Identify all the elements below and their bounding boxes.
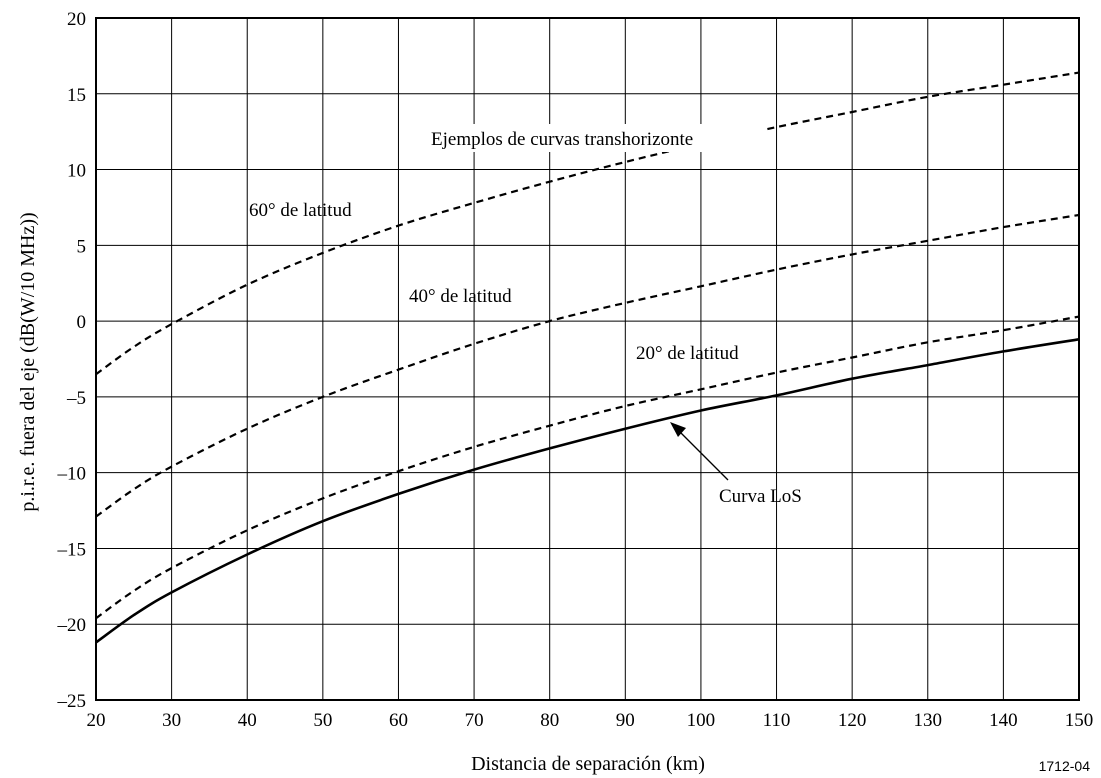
series-line-3 xyxy=(95,338,1080,644)
los-arrow-head xyxy=(670,422,686,437)
y-axis-label: p.i.r.e. fuera del eje (dB(W/10 MHz)) xyxy=(17,212,39,511)
x-axis-label: Distancia de separación (km) xyxy=(471,753,705,775)
y-tick-label: –5 xyxy=(66,388,86,409)
series-line-0 xyxy=(95,71,1080,376)
x-tick-label: 40 xyxy=(238,710,257,731)
grid xyxy=(95,17,1080,701)
y-tick-labels: 20 15 10 5 0 –5 –10 –15 –20 –25 xyxy=(57,9,87,712)
lat40-annotation: 40° de latitud xyxy=(409,286,512,307)
x-tick-label: 110 xyxy=(763,710,791,731)
y-tick-label: 10 xyxy=(67,161,86,182)
y-tick-label: 5 xyxy=(77,236,87,257)
x-tick-label: 80 xyxy=(540,710,559,731)
lat60-annotation: 60° de latitud xyxy=(249,200,352,221)
x-tick-label: 20 xyxy=(87,710,106,731)
y-tick-label: 0 xyxy=(77,312,87,333)
x-tick-label: 50 xyxy=(313,710,332,731)
x-tick-labels: 20 30 40 50 60 70 80 90 100 110 120 130 140 150 xyxy=(87,710,1094,731)
x-tick-label: 60 xyxy=(389,710,408,731)
y-tick-label: –15 xyxy=(57,539,87,560)
series-line-1 xyxy=(95,213,1080,518)
y-tick-label: –10 xyxy=(57,464,87,485)
series-line-2 xyxy=(95,315,1080,620)
y-tick-label: 15 xyxy=(67,85,86,106)
figure-id: 1712-04 xyxy=(1039,758,1091,774)
x-tick-label: 30 xyxy=(162,710,181,731)
x-tick-label: 140 xyxy=(989,710,1018,731)
x-tick-label: 70 xyxy=(465,710,484,731)
transhorizon-annotation: Ejemplos de curvas transhorizonte xyxy=(431,129,693,150)
y-tick-label: –25 xyxy=(57,691,87,712)
lat20-annotation: 20° de latitud xyxy=(636,343,739,364)
plot-frame xyxy=(95,17,1080,701)
x-tick-label: 120 xyxy=(838,710,867,731)
x-tick-label: 130 xyxy=(914,710,943,731)
los-annotation: Curva LoS xyxy=(719,486,802,507)
y-tick-label: –20 xyxy=(57,615,87,636)
series-layer xyxy=(95,71,1080,644)
transhorizon-label-bg xyxy=(428,124,764,152)
y-tick-label: 20 xyxy=(67,9,86,30)
los-arrow-line xyxy=(677,429,729,481)
x-tick-label: 150 xyxy=(1065,710,1094,731)
x-tick-label: 90 xyxy=(616,710,635,731)
x-tick-label: 100 xyxy=(687,710,716,731)
